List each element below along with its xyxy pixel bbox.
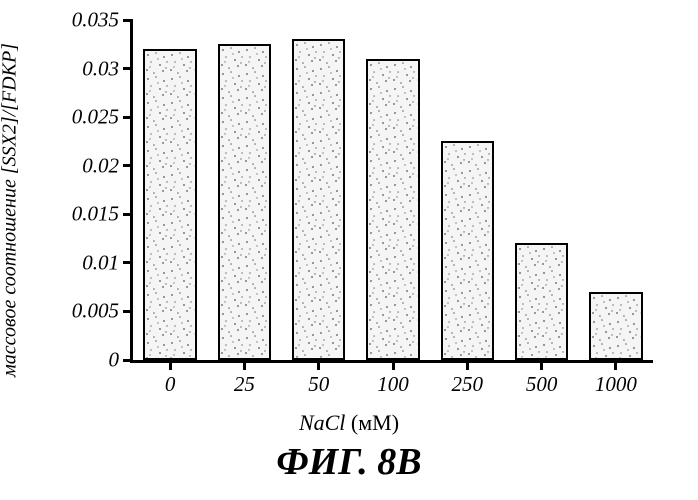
figure-caption: ФИГ. 8B <box>0 440 698 484</box>
caption-number: 8B <box>377 441 421 483</box>
y-tick-label: 0 <box>109 348 134 373</box>
x-tick-label: 250 <box>452 360 484 397</box>
bar <box>218 44 271 360</box>
bar <box>589 292 642 360</box>
x-tick-label: 25 <box>234 360 255 397</box>
y-tick-label: 0.02 <box>82 153 133 178</box>
x-tick-label: 500 <box>526 360 558 397</box>
y-tick-label: 0.03 <box>82 56 133 81</box>
x-tick-label: 50 <box>308 360 329 397</box>
x-tick-label: 1000 <box>595 360 637 397</box>
bar <box>292 39 345 360</box>
y-tick-label: 0.01 <box>82 250 133 275</box>
caption-prefix: ФИГ. <box>276 441 377 483</box>
x-tick-label: 100 <box>377 360 409 397</box>
figure-container: массовое соотношение [SSX2]/[FDKP] <box>0 0 698 500</box>
y-tick-label: 0.025 <box>72 105 133 130</box>
y-tick-label: 0.015 <box>72 202 133 227</box>
plot-area: 00.0050.010.0150.020.0250.030.0350255010… <box>130 20 653 363</box>
x-axis-label-suffix: (мМ) <box>345 410 399 435</box>
x-axis-label: NaCl (мМ) <box>0 410 698 436</box>
bar <box>143 49 196 360</box>
bar <box>515 243 568 360</box>
y-tick-label: 0.035 <box>72 8 133 33</box>
x-axis-label-prefix: NaCl <box>299 410 345 435</box>
bar <box>441 141 494 360</box>
bar <box>366 59 419 360</box>
y-axis-label: массовое соотношение [SSX2]/[FDKP] <box>0 43 22 377</box>
x-tick-label: 0 <box>165 360 176 397</box>
y-tick-label: 0.005 <box>72 299 133 324</box>
